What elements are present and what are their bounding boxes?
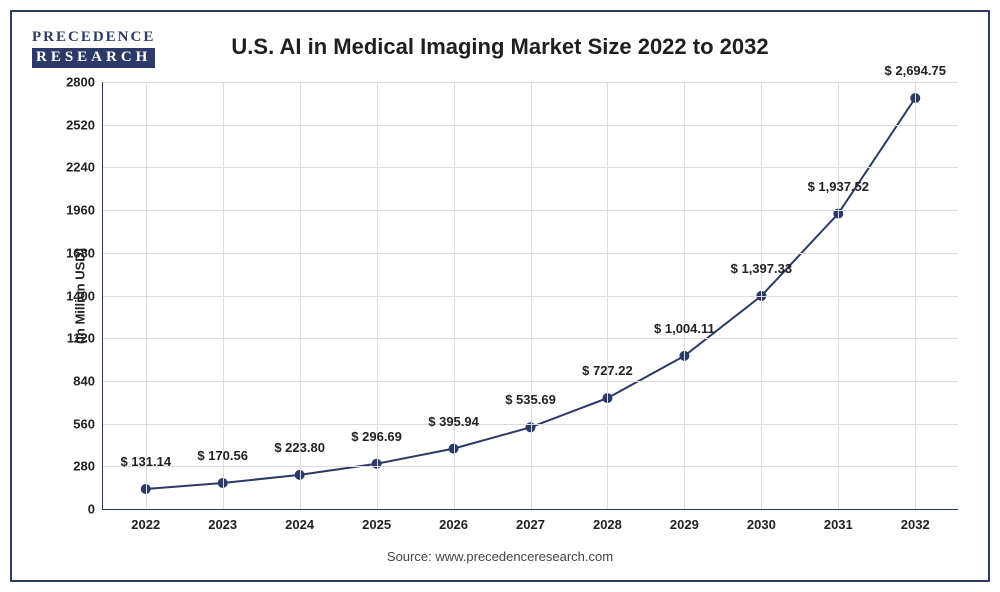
gridline-v — [223, 82, 224, 509]
x-tick-label: 2027 — [516, 509, 545, 532]
y-tick-label: 1120 — [67, 331, 103, 346]
y-tick-label: 2240 — [66, 160, 103, 175]
y-tick-label: 560 — [73, 416, 103, 431]
x-tick-label: 2023 — [208, 509, 237, 532]
data-label: $ 1,004.11 — [654, 321, 715, 356]
gridline-v — [146, 82, 147, 509]
data-label: $ 170.56 — [197, 448, 248, 483]
y-tick-label: 1400 — [66, 288, 103, 303]
gridline-v — [838, 82, 839, 509]
x-tick-label: 2026 — [439, 509, 468, 532]
data-label: $ 1,937.52 — [808, 179, 869, 214]
chart-frame: PRECEDENCE RESEARCH U.S. AI in Medical I… — [10, 10, 990, 582]
y-tick-label: 2800 — [66, 75, 103, 90]
data-label: $ 131.14 — [120, 454, 171, 489]
x-tick-label: 2029 — [670, 509, 699, 532]
x-tick-label: 2028 — [593, 509, 622, 532]
data-label: $ 727.22 — [582, 363, 633, 398]
data-label: $ 535.69 — [505, 392, 556, 427]
chart-title: U.S. AI in Medical Imaging Market Size 2… — [12, 34, 988, 60]
x-tick-label: 2022 — [131, 509, 160, 532]
y-tick-label: 1680 — [66, 245, 103, 260]
data-label: $ 2,694.75 — [885, 63, 946, 98]
x-tick-label: 2032 — [901, 509, 930, 532]
y-tick-label: 840 — [73, 373, 103, 388]
gridline-v — [684, 82, 685, 509]
source-credit: Source: www.precedenceresearch.com — [12, 549, 988, 564]
gridline-v — [607, 82, 608, 509]
gridline-v — [531, 82, 532, 509]
y-tick-label: 2520 — [66, 117, 103, 132]
data-label: $ 223.80 — [274, 440, 325, 475]
plot-area: 0280560840112014001680196022402520280020… — [102, 82, 958, 510]
x-tick-label: 2024 — [285, 509, 314, 532]
y-tick-label: 1960 — [66, 203, 103, 218]
x-tick-label: 2030 — [747, 509, 776, 532]
gridline-v — [915, 82, 916, 509]
data-label: $ 1,397.33 — [731, 261, 792, 296]
y-tick-label: 0 — [88, 502, 103, 517]
data-label: $ 296.69 — [351, 429, 402, 464]
data-label: $ 395.94 — [428, 414, 479, 449]
x-tick-label: 2031 — [824, 509, 853, 532]
x-tick-label: 2025 — [362, 509, 391, 532]
y-tick-label: 280 — [73, 459, 103, 474]
